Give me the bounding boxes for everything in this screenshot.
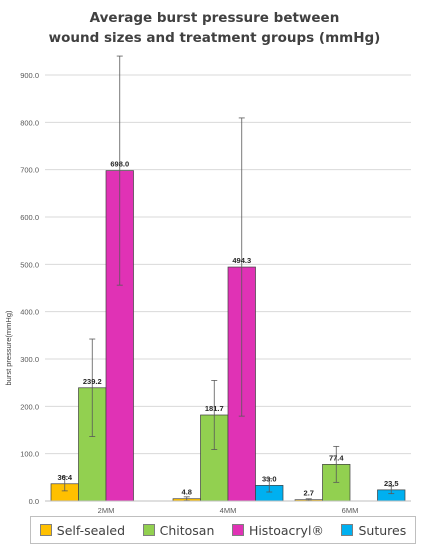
data-label: 77.4: [329, 453, 344, 462]
data-label: 181.7: [205, 404, 224, 413]
y-axis-label: burst pressure(mmHg): [4, 310, 13, 386]
data-label: 698.0: [110, 160, 129, 169]
y-tick-label: 900.0: [20, 71, 39, 80]
legend-swatch: [142, 524, 155, 536]
y-tick-label: 0.0: [29, 497, 39, 506]
legend-item: Sutures: [341, 523, 406, 538]
data-label: 494.3: [232, 256, 251, 265]
data-label: 239.2: [83, 377, 102, 386]
data-label: 2.7: [304, 489, 314, 498]
y-tick-label: 600.0: [20, 213, 39, 222]
legend-swatch: [39, 524, 52, 536]
legend-item: Chitosan: [142, 522, 215, 538]
y-tick-label: 300.0: [20, 355, 39, 364]
legend-label: Histoacryl®: [248, 522, 324, 538]
y-tick-label: 200.0: [20, 402, 39, 411]
x-tick-label: 4MM: [220, 506, 237, 515]
chart-title-line-1: Average burst pressure between: [89, 10, 340, 26]
data-label: 23.5: [384, 479, 399, 488]
legend-item: Self-sealed: [39, 522, 126, 538]
y-tick-label: 700.0: [20, 166, 39, 175]
legend-swatch: [341, 524, 354, 536]
y-tick-label: 500.0: [20, 260, 39, 269]
chart-legend: Self-sealed Chitosan Histoacryl® Sutures: [30, 516, 416, 544]
y-tick-label: 100.0: [20, 450, 39, 459]
data-label: 36.4: [57, 473, 72, 482]
data-label: 33.0: [262, 474, 277, 483]
data-label: 4.8: [182, 488, 192, 497]
x-tick-label: 2MM: [98, 506, 115, 515]
legend-label: Chitosan: [159, 522, 215, 538]
y-tick-label: 800.0: [20, 118, 39, 127]
chart-title-line-2: wound sizes and treatment groups (mmHg): [48, 30, 381, 46]
legend-label: Self-sealed: [56, 522, 126, 538]
x-tick-label: 6MM: [342, 506, 359, 515]
chart-title: Average burst pressure between wound siz…: [0, 8, 429, 48]
y-tick-label: 400.0: [20, 308, 39, 317]
legend-item: Histoacryl®: [231, 522, 324, 538]
legend-label: Sutures: [358, 522, 407, 538]
legend-swatch: [231, 524, 244, 536]
